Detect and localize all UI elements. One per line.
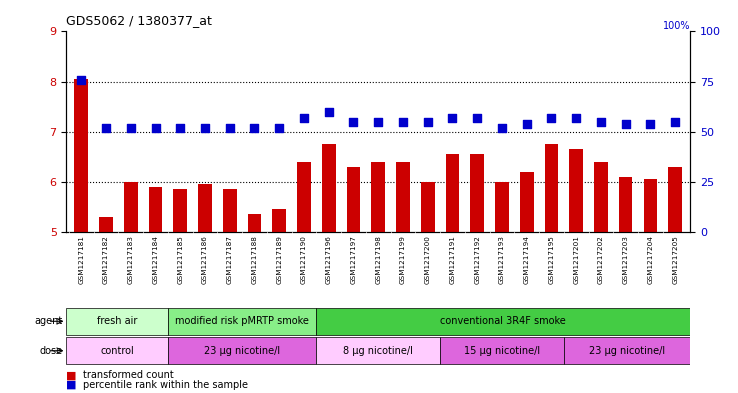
Point xyxy=(669,118,681,125)
Text: GSM1217182: GSM1217182 xyxy=(103,235,109,285)
Bar xyxy=(347,167,360,232)
Point xyxy=(373,118,384,125)
Text: dose: dose xyxy=(40,346,63,356)
Point xyxy=(100,125,112,131)
Bar xyxy=(495,182,508,232)
Bar xyxy=(148,187,162,232)
Text: GSM1217197: GSM1217197 xyxy=(351,235,356,285)
Text: GSM1217189: GSM1217189 xyxy=(276,235,282,285)
Text: GDS5062 / 1380377_at: GDS5062 / 1380377_at xyxy=(66,15,213,28)
Text: 23 µg nicotine/l: 23 µg nicotine/l xyxy=(204,346,280,356)
Point xyxy=(75,76,87,83)
Bar xyxy=(223,189,237,232)
Text: ■: ■ xyxy=(66,370,80,380)
Bar xyxy=(570,149,583,232)
Bar xyxy=(99,217,113,232)
Text: GSM1217198: GSM1217198 xyxy=(375,235,382,285)
Point xyxy=(595,118,607,125)
Bar xyxy=(322,144,336,232)
Bar xyxy=(168,338,317,364)
Text: transformed count: transformed count xyxy=(83,370,173,380)
Text: GSM1217181: GSM1217181 xyxy=(78,235,84,285)
Point xyxy=(545,114,557,121)
Text: GSM1217187: GSM1217187 xyxy=(227,235,232,285)
Bar xyxy=(520,172,534,232)
Bar xyxy=(66,308,168,334)
Text: GSM1217185: GSM1217185 xyxy=(177,235,183,285)
Bar xyxy=(199,184,212,232)
Bar xyxy=(619,177,632,232)
Text: GSM1217191: GSM1217191 xyxy=(449,235,455,285)
Point xyxy=(199,125,211,131)
Point xyxy=(446,114,458,121)
Text: GSM1217183: GSM1217183 xyxy=(128,235,134,285)
Text: fresh air: fresh air xyxy=(97,316,137,326)
Bar xyxy=(470,154,484,232)
Bar xyxy=(371,162,385,232)
Text: 8 µg nicotine/l: 8 µg nicotine/l xyxy=(343,346,413,356)
Bar xyxy=(396,162,410,232)
Text: GSM1217196: GSM1217196 xyxy=(325,235,332,285)
Point xyxy=(150,125,162,131)
Point xyxy=(472,114,483,121)
Bar xyxy=(66,338,168,364)
Bar xyxy=(644,179,658,232)
Point xyxy=(620,121,632,127)
Point xyxy=(348,118,359,125)
Bar xyxy=(297,162,311,232)
Bar xyxy=(317,338,440,364)
Text: GSM1217188: GSM1217188 xyxy=(252,235,258,285)
Text: GSM1217193: GSM1217193 xyxy=(499,235,505,285)
Point xyxy=(644,121,656,127)
Point xyxy=(174,125,186,131)
Point xyxy=(570,114,582,121)
Text: GSM1217202: GSM1217202 xyxy=(598,235,604,285)
Text: percentile rank within the sample: percentile rank within the sample xyxy=(83,380,248,390)
Text: GSM1217195: GSM1217195 xyxy=(548,235,554,285)
Point xyxy=(298,114,310,121)
Text: 23 µg nicotine/l: 23 µg nicotine/l xyxy=(589,346,665,356)
Text: 100%: 100% xyxy=(663,22,690,31)
Bar xyxy=(173,189,187,232)
Point xyxy=(422,118,434,125)
Text: GSM1217194: GSM1217194 xyxy=(524,235,530,285)
Point xyxy=(397,118,409,125)
Text: conventional 3R4F smoke: conventional 3R4F smoke xyxy=(441,316,566,326)
Bar xyxy=(421,182,435,232)
Text: ■: ■ xyxy=(66,380,80,390)
Bar xyxy=(440,338,564,364)
Point xyxy=(273,125,285,131)
Text: GSM1217201: GSM1217201 xyxy=(573,235,579,285)
Bar xyxy=(446,154,459,232)
Bar xyxy=(124,182,137,232)
Point xyxy=(125,125,137,131)
Text: agent: agent xyxy=(35,316,63,326)
Text: control: control xyxy=(100,346,134,356)
Text: GSM1217204: GSM1217204 xyxy=(647,235,653,285)
Bar xyxy=(317,308,690,334)
Text: GSM1217190: GSM1217190 xyxy=(301,235,307,285)
Text: GSM1217200: GSM1217200 xyxy=(424,235,431,285)
Point xyxy=(224,125,235,131)
Bar xyxy=(75,79,88,232)
Bar xyxy=(248,214,261,232)
Bar xyxy=(594,162,608,232)
Bar xyxy=(168,308,317,334)
Text: GSM1217186: GSM1217186 xyxy=(202,235,208,285)
Bar xyxy=(545,144,558,232)
Point xyxy=(249,125,261,131)
Point xyxy=(521,121,533,127)
Bar xyxy=(272,209,286,232)
Text: 15 µg nicotine/l: 15 µg nicotine/l xyxy=(464,346,540,356)
Point xyxy=(323,108,334,115)
Text: GSM1217203: GSM1217203 xyxy=(623,235,629,285)
Text: GSM1217205: GSM1217205 xyxy=(672,235,678,285)
Text: GSM1217192: GSM1217192 xyxy=(475,235,480,285)
Bar xyxy=(669,167,682,232)
Text: GSM1217199: GSM1217199 xyxy=(400,235,406,285)
Point xyxy=(496,125,508,131)
Text: modified risk pMRTP smoke: modified risk pMRTP smoke xyxy=(175,316,309,326)
Bar xyxy=(564,338,690,364)
Text: GSM1217184: GSM1217184 xyxy=(153,235,159,285)
